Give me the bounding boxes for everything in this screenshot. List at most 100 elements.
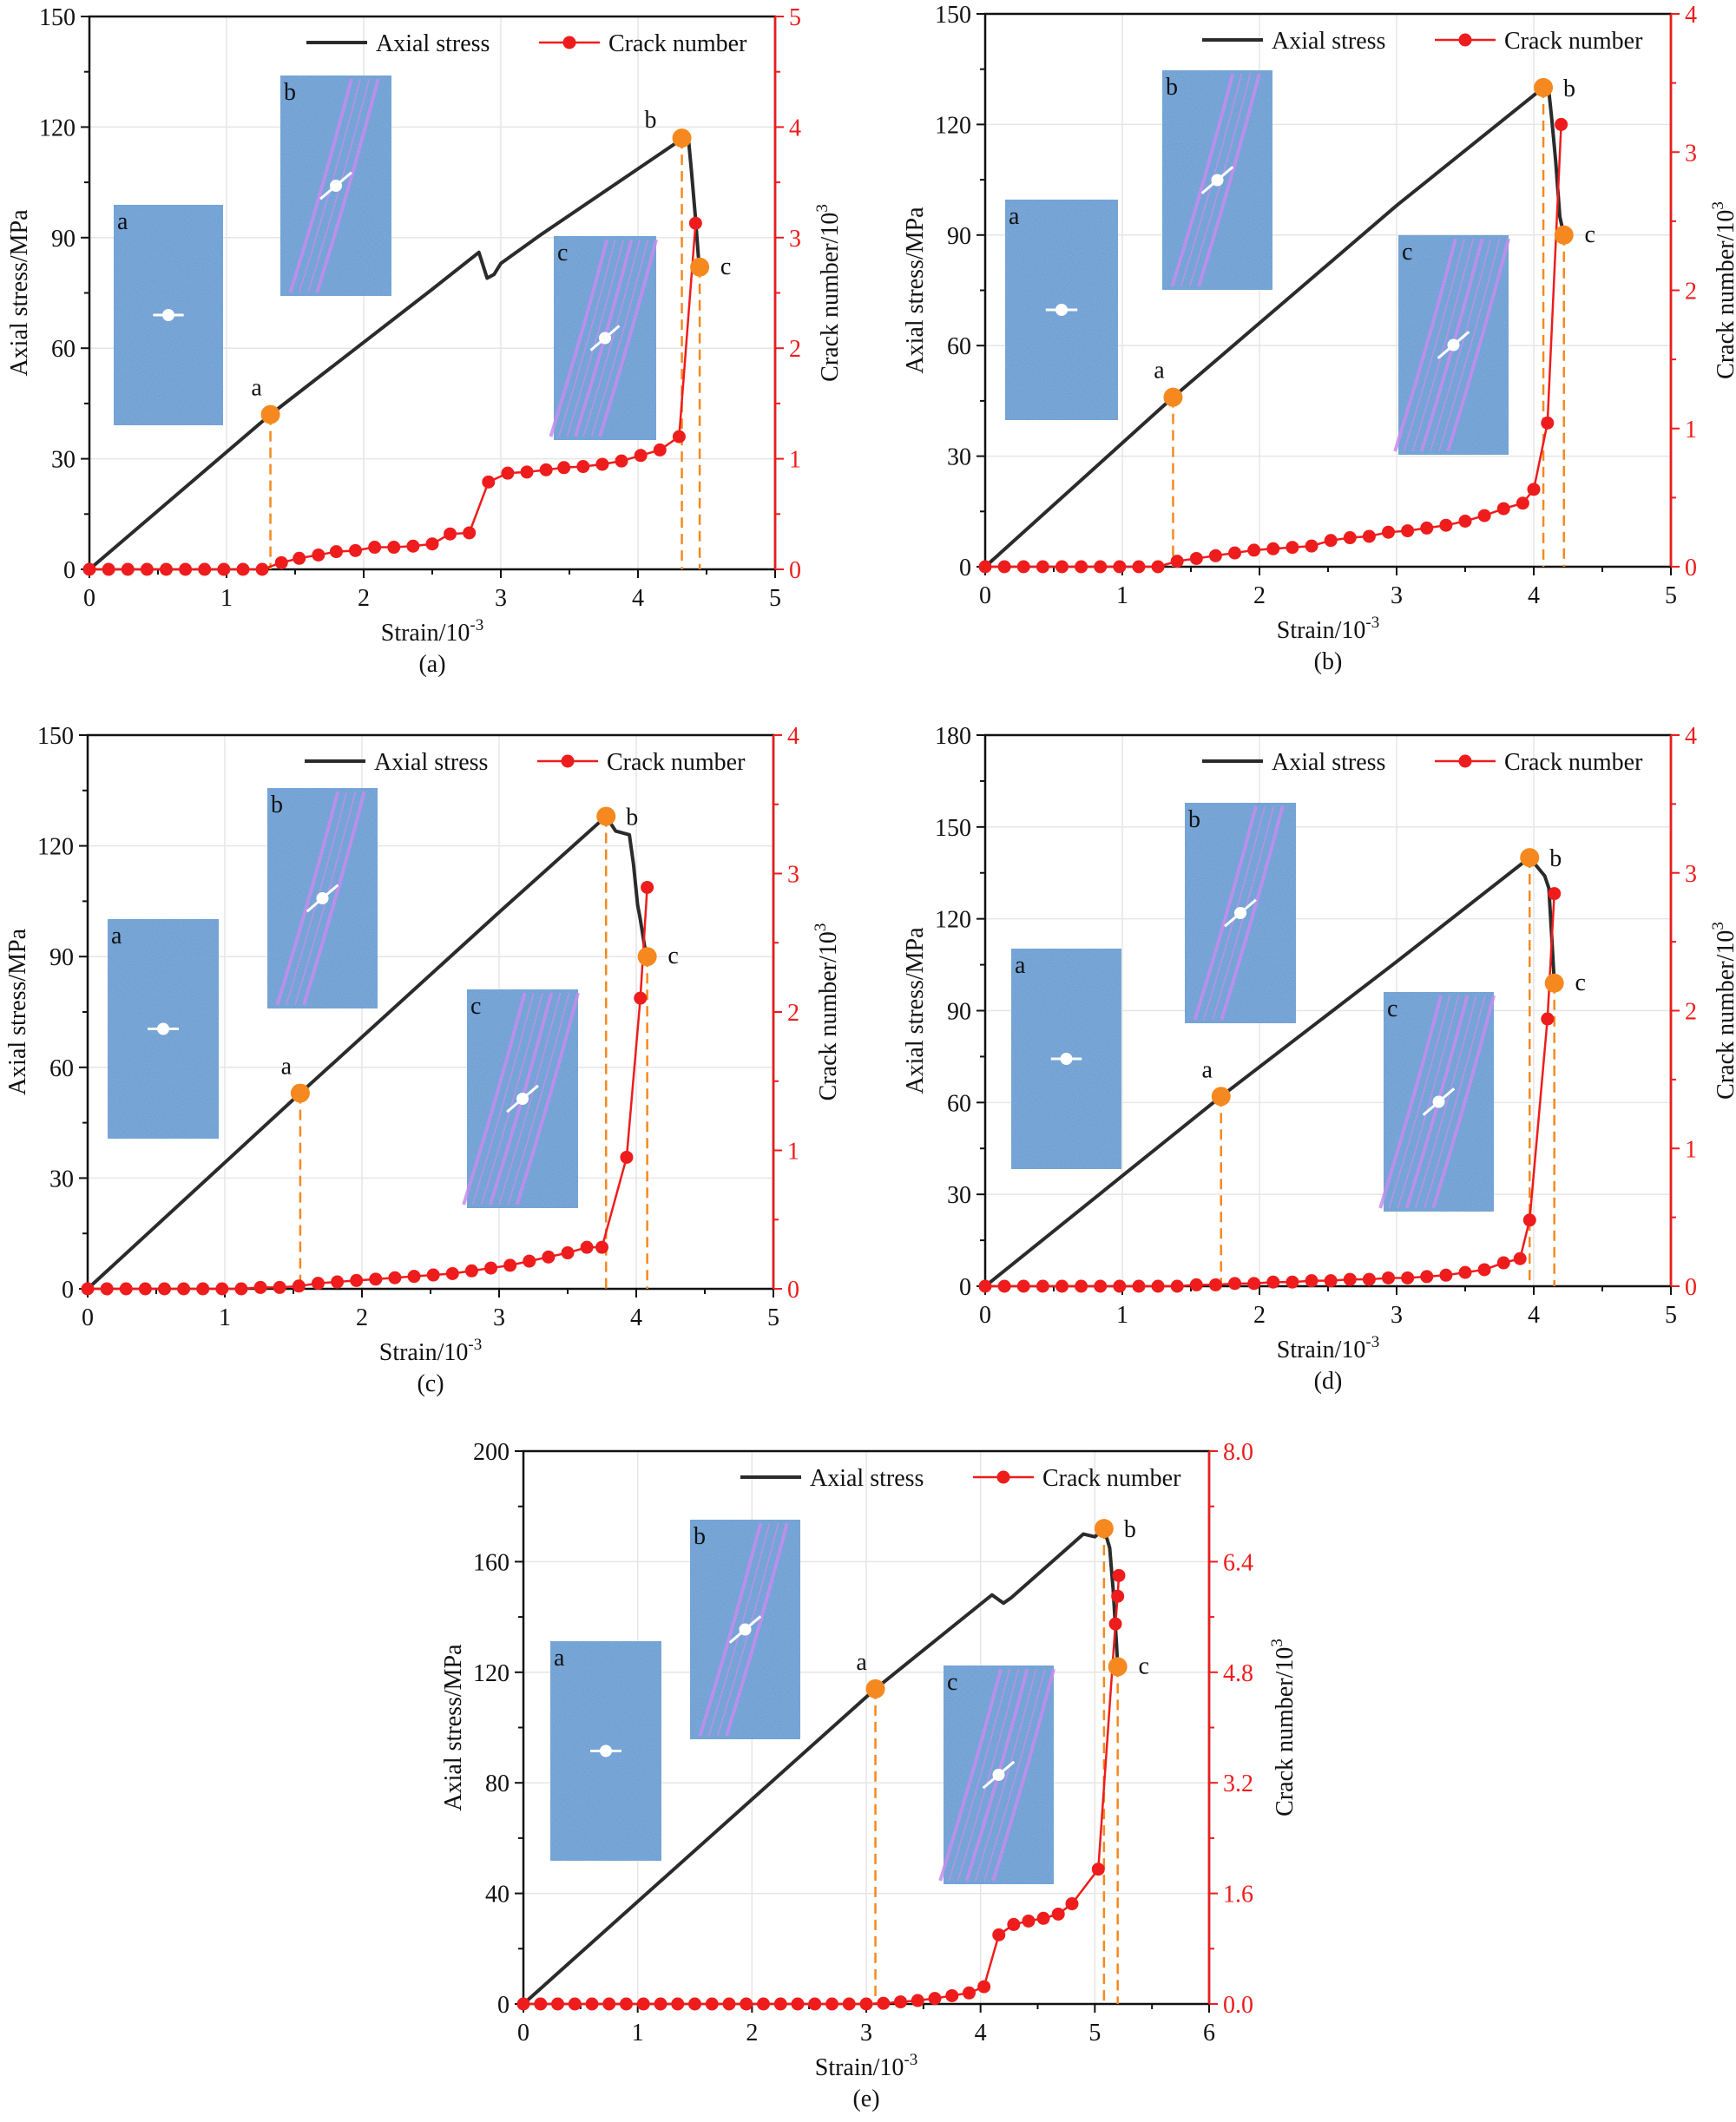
crack-number-marker — [978, 560, 992, 574]
crack-number-marker — [1007, 1917, 1021, 1931]
inset-hole — [992, 1769, 1005, 1781]
x-axis-label-exponent: -3 — [1365, 1333, 1379, 1351]
x-axis-label-exponent: -3 — [468, 1336, 482, 1354]
y-tick-label: 150 — [37, 723, 74, 750]
key-point-label: c — [667, 943, 678, 969]
crack-number-marker — [388, 1271, 402, 1284]
inset-label: a — [111, 923, 122, 949]
inset-crack — [507, 992, 570, 1206]
crack-number-marker — [369, 1272, 383, 1286]
key-point-label: a — [251, 375, 262, 402]
inset-label: b — [1166, 74, 1178, 101]
inset-crack — [1431, 995, 1496, 1209]
crack-number-marker — [1113, 1279, 1127, 1293]
inset-label: b — [271, 792, 283, 818]
key-point-b — [672, 128, 692, 148]
inset-crack — [1424, 995, 1486, 1209]
inset-image-a: a — [1011, 949, 1121, 1169]
crack-number-marker — [329, 545, 343, 559]
inset-image-a: a — [1005, 200, 1118, 420]
crack-number-marker — [1075, 1279, 1088, 1293]
crack-number-marker — [1305, 539, 1318, 553]
crack-number-marker — [1247, 543, 1261, 557]
y2-axis-label-base: Crack number/10 — [1713, 210, 1736, 379]
key-point-label: c — [1585, 221, 1595, 248]
crack-number-marker — [688, 216, 702, 230]
inset-crack — [1403, 238, 1465, 452]
y-axis-label: Axial stress/MPa — [6, 209, 33, 377]
inset-image-b: b — [1162, 70, 1272, 290]
y2-tick-label: 1.6 — [1223, 1882, 1253, 1908]
key-point-label: a — [1202, 1056, 1213, 1083]
inset-label: a — [117, 208, 128, 235]
crack-number-marker — [1016, 1279, 1030, 1293]
crack-number-marker — [331, 1275, 345, 1289]
inset-image-c: c — [462, 989, 580, 1208]
crack-number-marker — [520, 465, 534, 479]
crack-number-marker — [825, 1997, 838, 2011]
crack-number-marker — [444, 527, 457, 541]
inset-image-c: c — [1378, 992, 1496, 1212]
crack-number-marker — [773, 1997, 787, 2011]
y-tick-label: 90 — [947, 999, 971, 1026]
y2-tick-label: 5 — [789, 4, 801, 31]
x-axis-label: Strain/10-3 — [1277, 614, 1380, 644]
crack-number-marker — [1555, 117, 1568, 131]
crack-number-marker — [997, 560, 1011, 574]
legend-crack-marker — [996, 1470, 1010, 1484]
crack-number-marker — [1401, 1271, 1415, 1284]
y2-tick-label: 0 — [1685, 555, 1697, 581]
crack-number-marker — [580, 1240, 594, 1254]
crack-number-marker — [705, 1997, 719, 2011]
inset-label: a — [1015, 952, 1026, 979]
crack-number-marker — [482, 475, 496, 489]
crack-number-marker — [963, 1986, 976, 2000]
key-point-c — [1108, 1657, 1128, 1677]
y2-tick-label: 4 — [787, 723, 799, 750]
crack-number-marker — [1091, 1862, 1105, 1876]
inset-crack — [983, 1668, 1046, 1882]
y2-tick-label: 4 — [789, 115, 801, 141]
y-tick-label: 90 — [947, 223, 971, 250]
y2-axis-label-exponent: 3 — [812, 923, 830, 932]
legend-crack-label: Crack number — [607, 749, 746, 776]
y2-tick-label: 1 — [787, 1139, 799, 1166]
y2-tick-label: 3 — [1685, 861, 1697, 888]
crack-number-marker — [234, 1282, 248, 1296]
y2-axis-label-exponent: 3 — [1709, 201, 1727, 210]
inset-image-a: a — [108, 919, 219, 1139]
crack-number-marker — [1111, 1589, 1125, 1603]
y-tick-label: 0 — [497, 1992, 510, 2019]
y-tick-label: 30 — [49, 1166, 74, 1192]
inset-label: c — [557, 240, 568, 266]
inset-crack — [462, 992, 527, 1206]
y2-axis-label-exponent: 3 — [1268, 1639, 1286, 1647]
inset-crack — [975, 1668, 1037, 1882]
x-tick-label: 1 — [1116, 1302, 1128, 1329]
crack-number-marker — [978, 1279, 992, 1293]
y-tick-label: 60 — [947, 1090, 971, 1117]
crack-number-marker — [463, 526, 477, 540]
y2-tick-label: 2 — [787, 1000, 799, 1027]
inset-crack — [698, 1522, 763, 1737]
crack-number-marker — [293, 551, 306, 565]
x-tick-label: 4 — [632, 585, 644, 612]
y2-tick-label: 3.2 — [1223, 1771, 1253, 1797]
x-tick-label: 0 — [979, 1302, 991, 1329]
crack-number-marker — [551, 1997, 564, 2011]
inset-crack — [991, 1668, 1055, 1882]
crack-number-marker — [1343, 531, 1357, 545]
inset-crack — [480, 992, 543, 1206]
crack-number-marker — [445, 1266, 459, 1280]
crack-number-marker — [81, 1282, 95, 1296]
crack-number-marker — [1075, 560, 1088, 574]
crack-number-marker — [1458, 1265, 1472, 1279]
y2-tick-label: 0 — [1685, 1274, 1697, 1301]
crack-number-marker — [1055, 1279, 1069, 1293]
crack-number-marker — [1016, 560, 1030, 574]
inset-crack — [1430, 238, 1492, 452]
crack-number-marker — [516, 1997, 530, 2011]
inset-label: b — [694, 1523, 706, 1550]
inset-hole — [516, 1093, 529, 1105]
